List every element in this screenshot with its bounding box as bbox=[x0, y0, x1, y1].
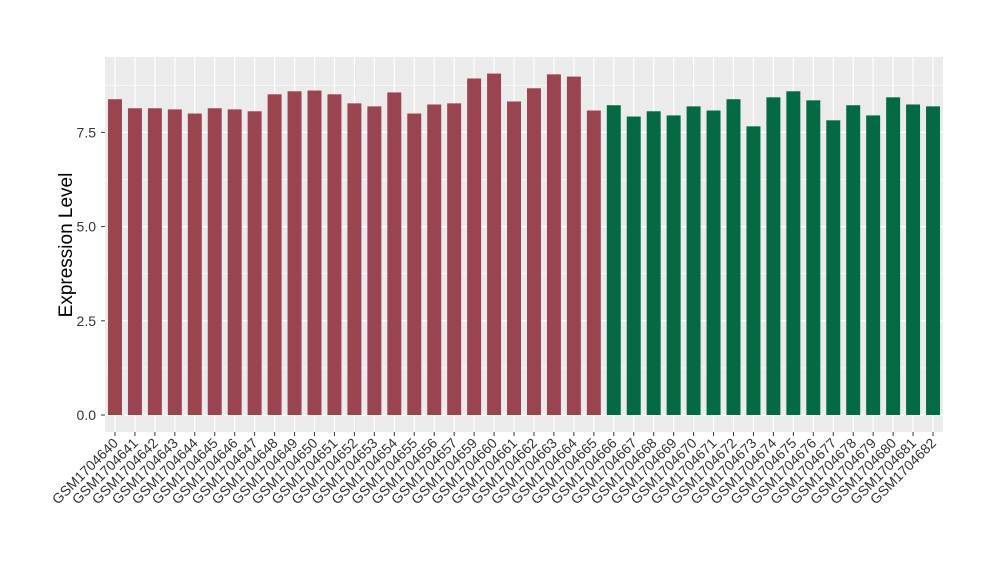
bar bbox=[746, 126, 761, 416]
bar bbox=[826, 120, 841, 416]
bar bbox=[367, 106, 382, 416]
y-tick-label: 0.0 bbox=[77, 407, 97, 423]
bar bbox=[586, 110, 601, 416]
bar bbox=[706, 110, 721, 416]
bar bbox=[606, 105, 621, 416]
panel bbox=[105, 57, 943, 432]
bar bbox=[926, 106, 941, 416]
bar bbox=[666, 115, 681, 416]
bar bbox=[127, 108, 142, 416]
bar bbox=[487, 73, 502, 416]
bar bbox=[307, 90, 322, 416]
y-axis-title: Expression Level bbox=[56, 173, 77, 318]
bar bbox=[467, 78, 482, 416]
bar bbox=[846, 105, 861, 416]
bar bbox=[447, 103, 462, 416]
bar bbox=[526, 88, 541, 416]
bar bbox=[646, 111, 661, 416]
bar bbox=[227, 109, 242, 416]
bar bbox=[107, 99, 122, 416]
bar bbox=[247, 111, 262, 416]
bar bbox=[267, 94, 282, 416]
bar bbox=[507, 101, 522, 416]
bar bbox=[327, 94, 342, 416]
bar bbox=[786, 91, 801, 416]
bar bbox=[207, 108, 222, 416]
bar bbox=[726, 99, 741, 416]
y-tick-label: 7.5 bbox=[77, 124, 97, 140]
bar bbox=[387, 92, 402, 416]
bar bbox=[546, 74, 561, 416]
bar bbox=[886, 97, 901, 416]
bar bbox=[806, 100, 821, 416]
bar bbox=[187, 113, 202, 416]
bar bbox=[167, 109, 182, 416]
bar bbox=[866, 115, 881, 416]
bar bbox=[906, 104, 921, 416]
bar bbox=[407, 113, 422, 416]
bar bbox=[347, 103, 362, 416]
bar bbox=[566, 76, 581, 416]
bar bbox=[626, 116, 641, 416]
y-tick-label: 2.5 bbox=[77, 313, 97, 329]
bar bbox=[766, 97, 781, 416]
y-tick-label: 5.0 bbox=[77, 219, 97, 235]
bar bbox=[147, 108, 162, 416]
bar bbox=[686, 106, 701, 416]
bar bbox=[427, 104, 442, 416]
bar bbox=[287, 91, 302, 416]
